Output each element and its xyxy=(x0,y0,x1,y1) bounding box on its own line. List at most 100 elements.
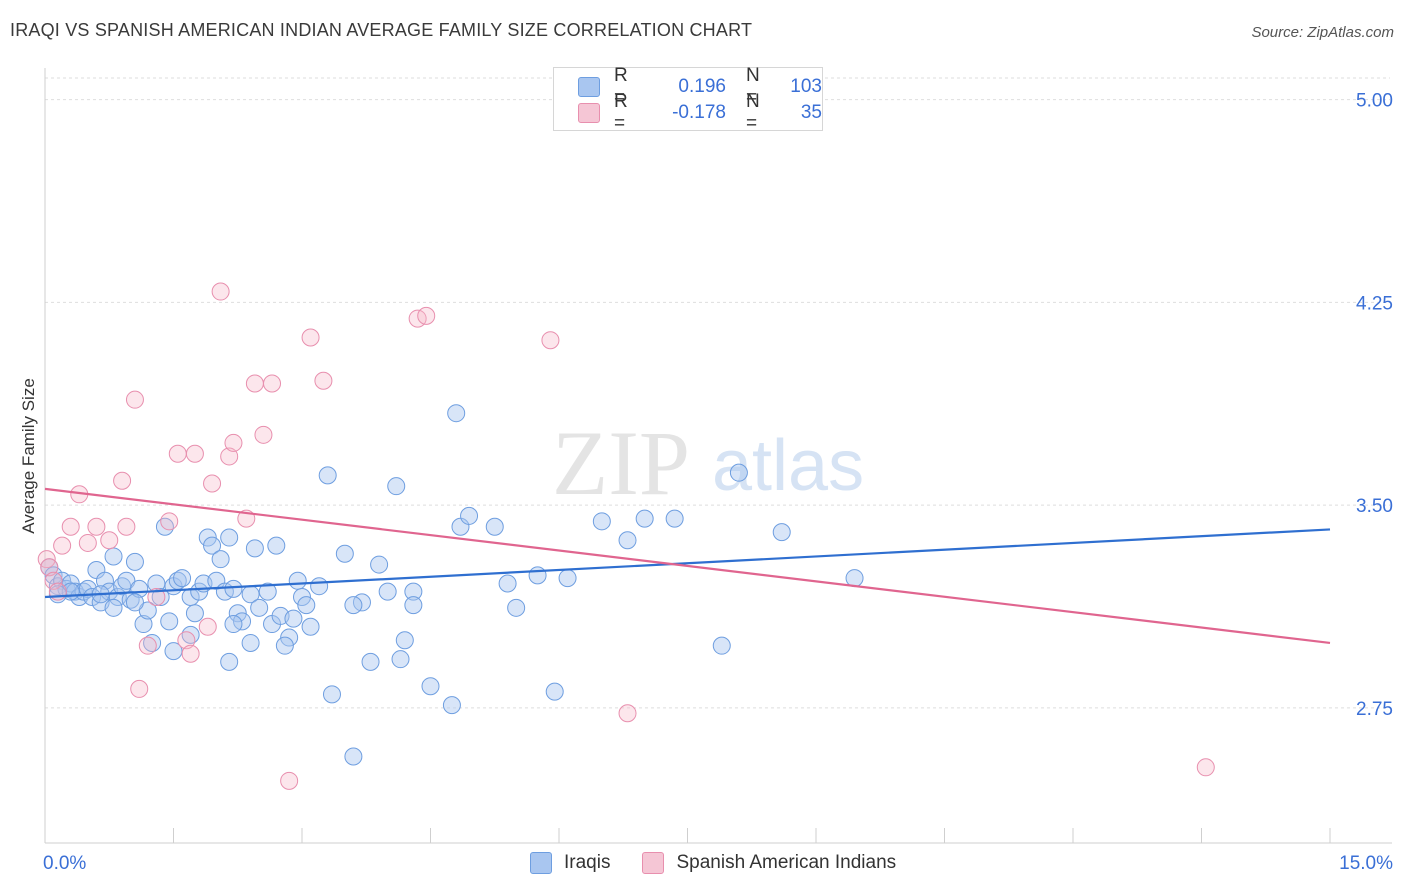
spanish-american-indian-point xyxy=(61,517,80,536)
iraqi-point xyxy=(665,509,684,528)
y-axis-label: Average Family Size xyxy=(19,378,38,534)
spanish-american-indian-point xyxy=(44,571,63,590)
spanish-american-indian-point xyxy=(53,536,72,555)
spanish-american-indian-point xyxy=(1196,758,1215,777)
correlation-legend: R = 0.196 N = 103 R = -0.178 N = 35 xyxy=(553,65,823,134)
spanish-american-indian-point xyxy=(263,374,282,393)
legend-swatch-pink xyxy=(578,103,600,123)
iraqi-point xyxy=(378,582,397,601)
spanish-american-indian-point xyxy=(177,631,196,650)
iraqi-point xyxy=(395,631,414,650)
spanish-american-indian-point xyxy=(211,282,230,301)
iraqi-point xyxy=(391,650,410,669)
iraqi-point xyxy=(344,747,363,766)
legend-label-iraqis: Iraqis xyxy=(564,852,611,873)
iraqi-point xyxy=(528,566,547,585)
iraqi-point xyxy=(361,652,380,671)
iraqi-point xyxy=(297,596,316,615)
x-tick-label: 0.0% xyxy=(43,853,86,874)
iraqi-point xyxy=(95,571,114,590)
spanish-american-indian-trend-line xyxy=(44,487,1331,645)
legend-swatch-blue xyxy=(578,77,600,97)
iraqi-point xyxy=(224,579,243,598)
legend-r-label: R = xyxy=(613,91,628,134)
iraqi-trend-line xyxy=(44,528,1331,599)
spanish-american-indian-point xyxy=(100,531,119,550)
spanish-american-indian-point xyxy=(40,558,59,577)
iraqi-point xyxy=(288,571,307,590)
iraqi-point xyxy=(125,552,144,571)
spanish-american-indian-point xyxy=(224,433,243,452)
spanish-american-indian-point xyxy=(198,617,217,636)
legend-item-iraqis[interactable]: Iraqis xyxy=(530,852,610,874)
legend-n-value: 35 xyxy=(800,102,822,123)
spanish-american-indian-point xyxy=(185,444,204,463)
iraqi-point xyxy=(164,642,183,661)
iraqi-point xyxy=(280,628,299,647)
gridlines xyxy=(45,77,1390,709)
iraqi-point xyxy=(442,696,461,715)
iraqi-point xyxy=(635,509,654,528)
spanish-american-indian-point xyxy=(160,512,179,531)
iraqi-point xyxy=(592,512,611,531)
iraqi-point xyxy=(258,582,277,601)
series-legend: Iraqis Spanish American Indians xyxy=(530,852,928,874)
iraqi-point xyxy=(220,528,239,547)
iraqi-point xyxy=(404,582,423,601)
iraqi-point xyxy=(293,588,311,607)
spanish-american-indian-point xyxy=(117,517,136,536)
iraqi-point xyxy=(447,404,466,423)
spanish-american-indian-point xyxy=(245,374,264,393)
legend-r-value: 0.196 xyxy=(678,76,726,97)
iraqi-point xyxy=(190,582,209,601)
iraqi-point xyxy=(618,531,637,550)
iraqi-point xyxy=(729,463,748,482)
spanish-american-indian-point xyxy=(417,306,436,325)
iraqi-point xyxy=(404,596,423,615)
iraqi-point xyxy=(712,636,731,655)
iraqi-point xyxy=(370,555,389,574)
iraqi-point xyxy=(203,536,222,555)
iraqi-point xyxy=(117,571,136,590)
watermark-zip: ZIP xyxy=(552,412,690,514)
legend-n-label: N = xyxy=(745,91,760,134)
iraqi-point xyxy=(772,523,791,542)
legend-row-spanish-american-indians: R = -0.178 N = 35 xyxy=(578,91,822,134)
iraqi-point xyxy=(125,593,144,612)
spanish-american-indian-point xyxy=(78,533,97,552)
watermark: ZIP atlas xyxy=(552,412,864,514)
iraqi-point xyxy=(220,652,239,671)
spanish-american-indian-point xyxy=(254,425,273,444)
chart-title: IRAQI VS SPANISH AMERICAN INDIAN AVERAGE… xyxy=(10,20,753,40)
legend-swatch-pink xyxy=(642,852,665,874)
iraqi-point xyxy=(224,615,243,634)
iraqi-point xyxy=(267,536,286,555)
legend-item-spanish-american-indians[interactable]: Spanish American Indians xyxy=(642,852,896,874)
iraqi-point xyxy=(322,685,341,704)
iraqi-point xyxy=(460,506,479,525)
y-tick-label: 5.00 xyxy=(1356,91,1393,112)
iraqi-point xyxy=(241,633,260,652)
iraqi-point xyxy=(421,677,440,696)
iraqi-point xyxy=(310,577,329,596)
iraqi-point xyxy=(335,544,354,563)
spanish-american-indian-point xyxy=(541,331,560,350)
iraqi-point xyxy=(160,612,179,631)
iraqi-point xyxy=(185,604,204,623)
spanish-american-indian-point xyxy=(138,636,157,655)
spanish-american-indian-point xyxy=(87,517,106,536)
spanish-american-indian-point xyxy=(301,328,320,347)
spanish-american-indian-point xyxy=(125,390,144,409)
iraqi-point xyxy=(318,466,337,485)
iraqi-point xyxy=(485,517,504,536)
legend-label-spanish-american-indians: Spanish American Indians xyxy=(676,852,897,873)
iraqi-point xyxy=(151,588,170,607)
iraqi-point xyxy=(507,598,526,617)
iraqi-point xyxy=(198,528,217,547)
source-label: Source: ZipAtlas.com xyxy=(1251,24,1394,41)
spanish-american-indian-point xyxy=(618,704,637,723)
y-tick-label: 3.50 xyxy=(1356,496,1393,517)
spanish-american-indian-point xyxy=(220,447,239,466)
y-tick-label: 2.75 xyxy=(1356,699,1393,720)
